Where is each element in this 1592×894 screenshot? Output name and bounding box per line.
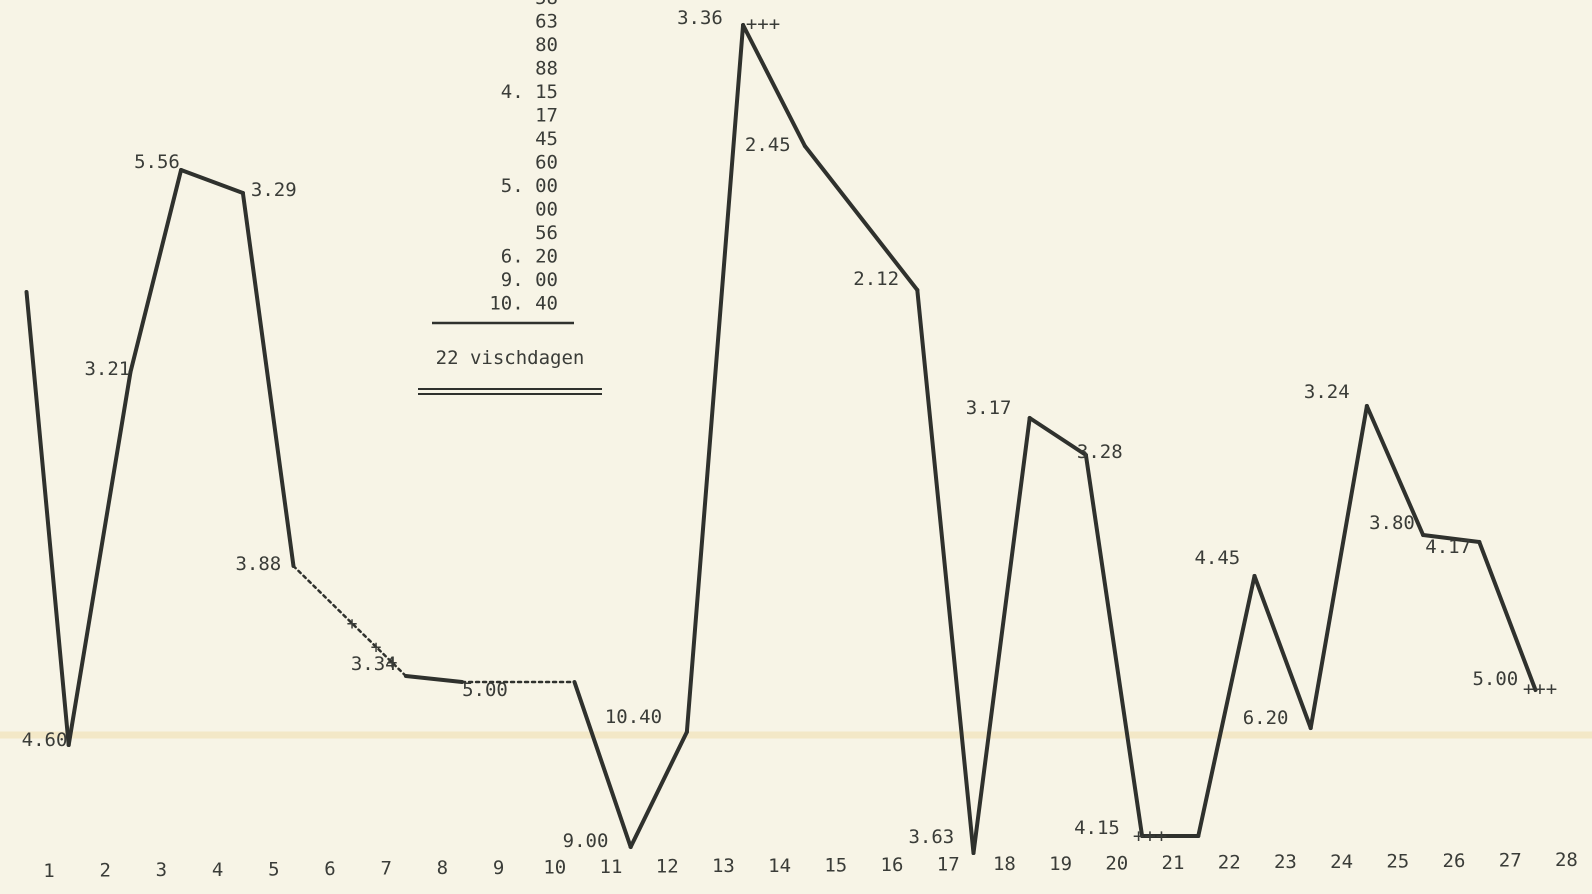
point-label: 5.00 — [1472, 668, 1518, 690]
series-segment — [628, 730, 689, 849]
series-segment — [403, 674, 465, 684]
x-tick-label: 19 — [1049, 853, 1072, 875]
no-fishing-mark: +++ — [1133, 825, 1167, 847]
point-label: 4.60 — [22, 729, 68, 751]
x-tick-label: 14 — [768, 855, 791, 877]
series-segment — [1027, 416, 1088, 457]
no-fishing-mark: +++ — [746, 13, 780, 35]
no-fishing-mark: +++ — [1523, 678, 1557, 700]
table-line: 60 — [535, 152, 558, 174]
point-label: 6.20 — [1243, 707, 1289, 729]
series-segment — [1252, 574, 1313, 730]
series-segment — [292, 564, 408, 678]
table-line: 58 — [535, 0, 558, 9]
table-line: 5. 00 — [501, 175, 558, 197]
x-tick-label: 18 — [993, 853, 1016, 875]
x-tick-label: 5 — [268, 858, 279, 880]
x-tick-label: 17 — [937, 854, 960, 876]
point-label: 3.21 — [84, 358, 130, 380]
x-tick-label: 1 — [43, 860, 54, 882]
x-tick-label: 20 — [1105, 852, 1128, 874]
x-tick-label: 4 — [212, 859, 223, 881]
series-segment — [1196, 574, 1257, 838]
x-tick-label: 15 — [824, 854, 847, 876]
x-tick-label: 22 — [1218, 852, 1241, 874]
series-segment — [179, 168, 245, 195]
table-line: 63 — [535, 11, 558, 33]
x-tick-label: 25 — [1386, 850, 1409, 872]
point-label: 3.63 — [908, 826, 954, 848]
x-tick-label: 12 — [656, 856, 679, 878]
x-tick-label: 7 — [380, 858, 391, 880]
series-segment — [1421, 533, 1482, 544]
point-label: 2.12 — [853, 268, 899, 290]
x-tick-label: 2 — [99, 860, 110, 882]
series-segment — [1308, 404, 1369, 730]
x-tick-label: 10 — [543, 856, 566, 878]
x-tick-label: 28 — [1555, 849, 1578, 871]
x-tick-label: 11 — [600, 856, 623, 878]
x-tick-label: 6 — [324, 858, 335, 880]
point-label: 4.15 — [1074, 817, 1120, 839]
series-segment — [128, 168, 184, 374]
series-segment — [802, 144, 920, 292]
x-tick-label: 21 — [1162, 852, 1185, 874]
table-line: 6. 20 — [501, 246, 558, 268]
series-segment — [240, 191, 296, 568]
point-label: 5.00 — [462, 679, 508, 701]
plus-mark: + — [387, 652, 398, 673]
series-segment — [572, 680, 633, 849]
table-line: 4. 15 — [501, 81, 558, 103]
x-tick-label: 8 — [437, 857, 448, 879]
x-tick-label: 27 — [1499, 850, 1522, 872]
point-label: 3.17 — [966, 397, 1012, 419]
point-label: 5.56 — [134, 151, 180, 173]
table-line: 80 — [535, 34, 558, 56]
series-segment — [1477, 540, 1538, 692]
point-label: 3.34 — [351, 653, 397, 675]
plus-mark: + — [347, 613, 358, 634]
table-total: 22 vischdagen — [436, 347, 585, 369]
point-label: 3.24 — [1304, 381, 1350, 403]
point-label: 4.45 — [1194, 547, 1240, 569]
x-tick-label: 24 — [1330, 851, 1353, 873]
point-label: 4.17 — [1425, 536, 1471, 558]
series-segment — [1364, 404, 1426, 537]
series-segment — [684, 23, 746, 734]
x-tick-label: 23 — [1274, 851, 1297, 873]
series-segment — [24, 290, 71, 747]
point-label: 2.45 — [745, 134, 791, 156]
point-label: 3.80 — [1369, 512, 1415, 534]
series-segment — [66, 370, 133, 747]
x-tick-label: 16 — [881, 854, 904, 876]
point-label: 9.00 — [563, 830, 609, 852]
point-label: 3.29 — [251, 179, 297, 201]
table-line: 9. 00 — [501, 269, 558, 291]
x-tick-label: 3 — [156, 859, 167, 881]
table-line: 17 — [535, 105, 558, 127]
x-tick-label: 9 — [493, 857, 504, 879]
series-segment — [971, 416, 1032, 855]
table-line: 88 — [535, 58, 558, 80]
series-segment — [915, 288, 976, 855]
point-label: 10.40 — [605, 706, 662, 728]
point-label: 3.88 — [235, 553, 281, 575]
series-segment — [741, 23, 807, 148]
x-tick-label: 13 — [712, 855, 735, 877]
series-segment — [1083, 453, 1145, 838]
table-line: 45 — [535, 128, 558, 150]
plus-mark: + — [371, 637, 382, 658]
table-line: 10. 40 — [489, 293, 558, 315]
x-tick-label: 26 — [1443, 850, 1466, 872]
table-line: 00 — [535, 199, 558, 221]
point-label: 3.36 — [677, 7, 723, 29]
point-label: 3.28 — [1077, 441, 1123, 463]
table-line: 56 — [535, 222, 558, 244]
